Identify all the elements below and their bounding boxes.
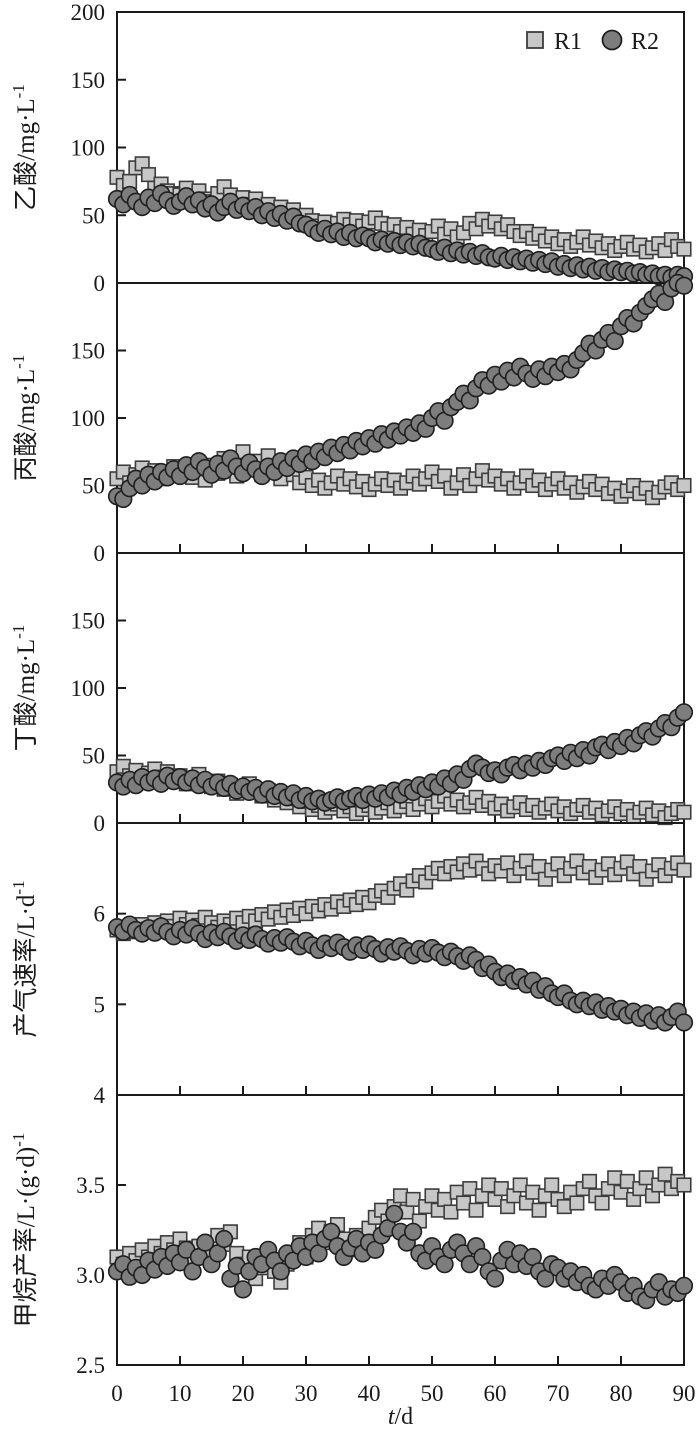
data-point-r2 <box>485 1269 505 1288</box>
data-point-r1 <box>581 1173 598 1189</box>
x-tick-label: 40 <box>358 1381 381 1406</box>
data-point-r1 <box>462 1181 478 1197</box>
y-tick-label: 150 <box>71 339 106 364</box>
data-point-r1 <box>468 1202 484 1218</box>
series-r2 <box>107 273 694 509</box>
y-axis-title: 乙酸/mg·L-1 <box>9 84 40 211</box>
data-point-r1 <box>607 1170 623 1186</box>
data-point-r1 <box>676 804 692 820</box>
data-point-r1 <box>443 1204 459 1220</box>
legend-label-r2: R2 <box>631 29 659 55</box>
panel-frame <box>116 1094 685 1366</box>
data-point-r1 <box>569 1195 585 1211</box>
y-tick-label: 50 <box>82 474 105 499</box>
data-point-r2 <box>674 1276 694 1295</box>
panel-2: 0 50 100 150 丁酸/mg·L-1 <box>9 552 694 836</box>
y-axis-title: 产气速率/L·d-1 <box>9 880 40 1037</box>
x-tick-label: 60 <box>484 1381 507 1406</box>
y-tick-label: 100 <box>71 676 106 701</box>
legend-marker-r1-square <box>526 31 544 49</box>
x-tick-label: 10 <box>169 1381 192 1406</box>
data-point-r1 <box>556 1199 572 1215</box>
data-point-r2 <box>233 1280 253 1299</box>
x-axis-title: t/d <box>388 1404 413 1429</box>
y-tick-label: 3.0 <box>76 1263 105 1288</box>
legend: R1 R2 <box>526 29 659 55</box>
y-tick-label: 4 <box>94 1083 106 1108</box>
series-r2 <box>107 184 694 287</box>
data-point-r1 <box>676 477 692 494</box>
y-tick-label: 5 <box>94 992 106 1017</box>
panel-1: 0 50 100 150 丙酸/mg·L-1 <box>9 273 694 566</box>
data-point-r1 <box>481 1177 497 1193</box>
x-tick-label: 0 <box>111 1381 123 1406</box>
data-point-r1 <box>392 1188 409 1204</box>
data-point-r2 <box>674 1013 694 1032</box>
data-point-r1 <box>676 241 692 257</box>
x-tick-label: 50 <box>421 1381 444 1406</box>
y-tick-label: 50 <box>82 203 105 228</box>
data-point-r1 <box>676 862 692 878</box>
data-point-r1 <box>531 1202 547 1218</box>
panel-frame <box>116 282 685 554</box>
data-point-r2 <box>674 703 694 722</box>
y-tick-label: 0 <box>94 541 106 566</box>
y-axis-title: 丁酸/mg·L-1 <box>9 625 40 752</box>
panel-3: 4 5 6 产气速率/L·d-1 <box>9 822 694 1108</box>
y-tick-label: 50 <box>82 744 105 769</box>
x-tick-label: 90 <box>673 1381 696 1406</box>
panel-0: 0 50 100 150 200 乙酸/mg·L-1 R1 R2 <box>9 0 694 296</box>
data-point-r2 <box>196 1233 215 1252</box>
series-r2 <box>107 703 694 812</box>
series-r2 <box>107 1204 694 1310</box>
x-tick-label: 20 <box>232 1381 255 1406</box>
data-point-r2 <box>674 276 694 295</box>
data-point-r2 <box>385 1204 404 1223</box>
data-point-r1 <box>437 1191 453 1207</box>
legend-label-r1: R1 <box>554 29 582 55</box>
data-point-r1 <box>531 858 547 875</box>
panel-4: 2.5 3.0 3.5 甲烷产率/L·(g·d)-1 <box>9 1094 694 1378</box>
data-point-r1 <box>405 1191 421 1207</box>
x-axis: 0 10 20 30 40 50 60 70 80 90 t/d <box>111 1381 695 1429</box>
data-point-r2 <box>271 1262 290 1281</box>
data-point-r1 <box>493 1181 509 1197</box>
data-point-r1 <box>525 1184 541 1200</box>
y-axis-title: 丙酸/mg·L-1 <box>9 355 40 482</box>
y-tick-label: 100 <box>71 406 106 431</box>
x-tick-label: 70 <box>547 1381 570 1406</box>
data-point-r1 <box>500 855 516 871</box>
data-point-r2 <box>215 1229 234 1249</box>
data-point-r1 <box>512 1177 528 1193</box>
data-point-r1 <box>657 1166 673 1182</box>
y-tick-label: 150 <box>71 68 106 93</box>
y-axis-title: 甲烷产率/L·(g·d)-1 <box>9 1133 40 1328</box>
data-point-r1 <box>638 1170 654 1186</box>
data-point-r1 <box>594 1195 610 1211</box>
data-point-r1 <box>424 1188 440 1204</box>
data-point-r2 <box>404 1222 423 1241</box>
x-tick-label: 80 <box>610 1381 633 1406</box>
data-point-r1 <box>619 1173 635 1189</box>
y-tick-label: 3.5 <box>76 1173 105 1198</box>
legend-marker-r2-circle <box>601 29 623 51</box>
data-point-r1 <box>676 1177 692 1193</box>
y-tick-label: 200 <box>71 0 106 25</box>
y-tick-label: 0 <box>94 811 106 836</box>
data-point-r1 <box>632 858 648 875</box>
y-tick-label: 6 <box>94 902 106 927</box>
x-tick-label: 30 <box>295 1381 318 1406</box>
data-point-r1 <box>140 167 157 183</box>
y-tick-label: 2.5 <box>76 1353 105 1378</box>
y-tick-label: 150 <box>71 609 106 634</box>
series-r2 <box>107 915 694 1032</box>
data-point-r1 <box>455 1195 472 1211</box>
data-point-r1 <box>544 1177 560 1193</box>
y-tick-label: 100 <box>71 136 106 161</box>
y-tick-label: 0 <box>94 271 106 296</box>
